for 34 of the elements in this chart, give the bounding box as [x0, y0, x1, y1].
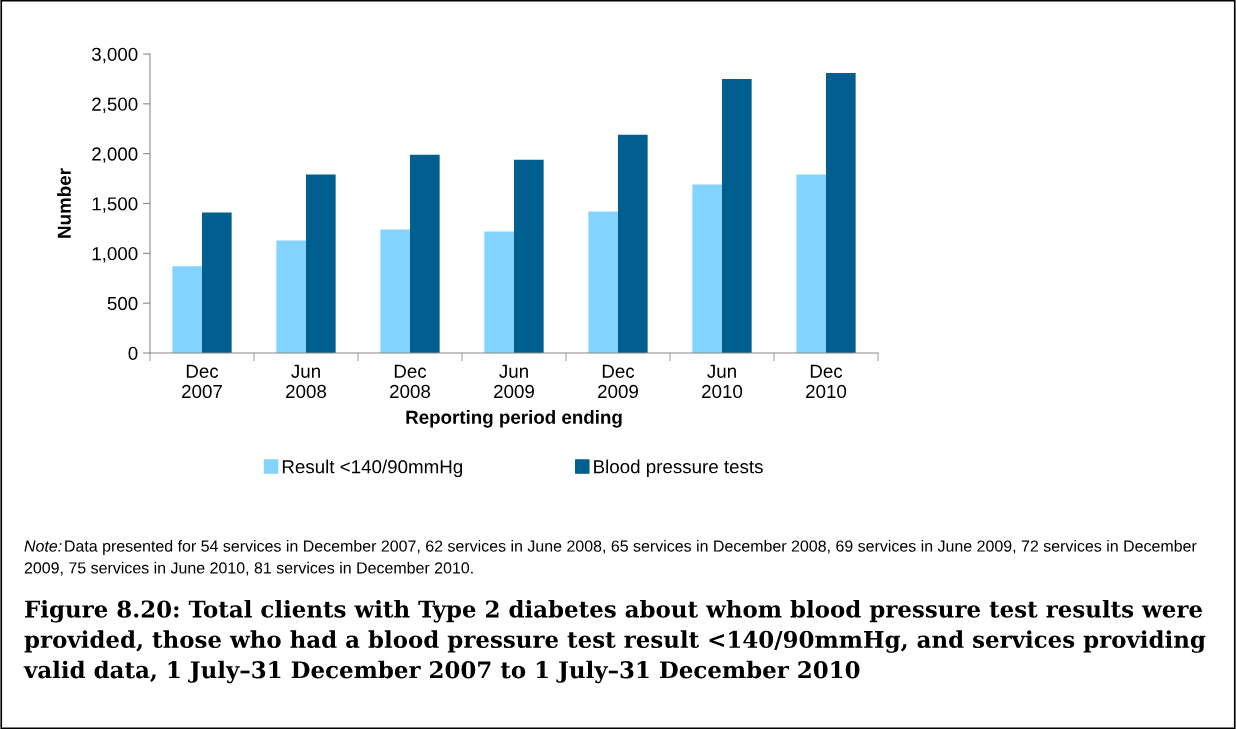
x-tick-label: Dec 2009: [598, 364, 638, 399]
text: Figure 8.20: Total clients with Type 2 diabetes about whom blood pressure test results were provided, those who had a blood pressure test result <140/90mmHg, and services providing valid data, 1 July–31 December 2007 to 1 July–31 December 2010: [23, 600, 1206, 684]
legend-label: Result <140/90mmHg: [282, 459, 463, 478]
y-tick-label: 1,500: [92, 197, 138, 213]
y-tick-label: 1,000: [92, 247, 138, 263]
legend-label: Blood pressure tests: [594, 459, 763, 478]
x-tick-label: Jun 2008: [286, 364, 327, 399]
bar: [306, 174, 336, 353]
bar: [796, 174, 826, 353]
x-tick-label: Jun 2010: [702, 364, 743, 399]
y-tick-label: 500: [107, 296, 138, 311]
x-tick-label: Dec 2007: [182, 364, 222, 399]
bar: [172, 266, 202, 353]
bar: [588, 211, 618, 353]
x-axis-title: Reporting period ending: [406, 410, 622, 428]
bar: [484, 231, 514, 353]
bar: [410, 154, 440, 353]
bar: [692, 184, 722, 353]
bar: [514, 159, 544, 353]
x-tick-label: Jun 2009: [494, 364, 534, 399]
text: Note: Data presented for 54 services in December 2007, 62 services in June 2008, 65 services in December 2008, 69 services in June 2009, 72 services in December 2009, 75 services in June 2010, 81 services in December 2010.: [24, 540, 1197, 576]
bar: [826, 72, 856, 353]
bar: [202, 212, 232, 353]
bar: [722, 78, 752, 353]
y-tick-label: 2,000: [92, 147, 138, 163]
x-tick-label: Dec 2008: [390, 364, 431, 399]
y-axis-title: Number: [57, 168, 71, 238]
y-tick-label: 0: [128, 346, 138, 360]
bar: [380, 229, 410, 353]
x-tick-label: Dec 2010: [806, 364, 847, 399]
bar: [276, 240, 306, 353]
y-tick-label: 3,000: [91, 47, 138, 64]
y-tick-label: 2,500: [92, 97, 138, 114]
bar: [618, 134, 648, 353]
